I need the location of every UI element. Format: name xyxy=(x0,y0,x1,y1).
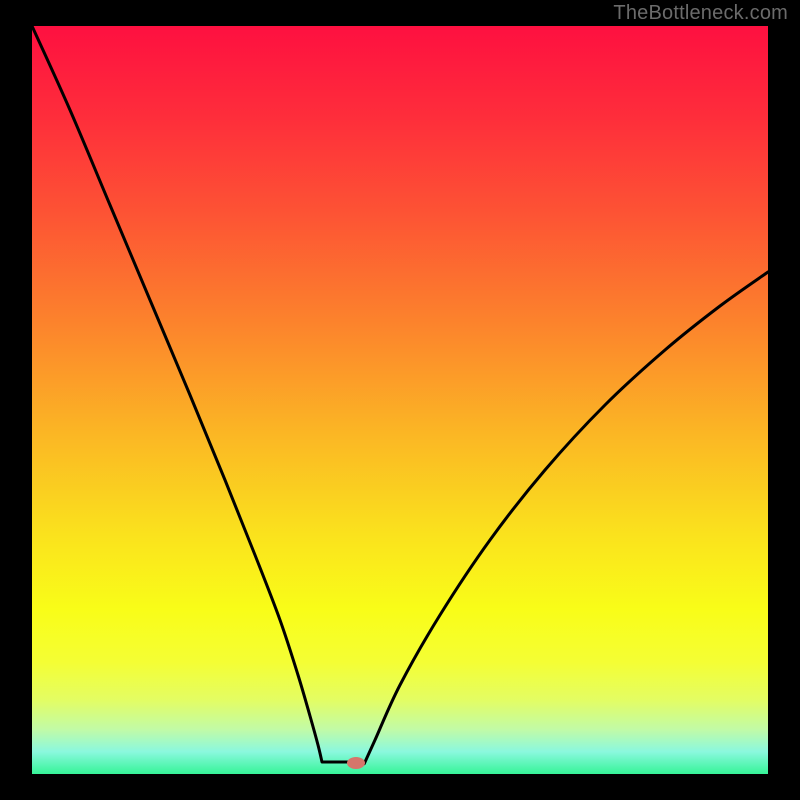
optimal-point-marker xyxy=(347,757,365,769)
bottleneck-chart xyxy=(0,0,800,800)
plot-background xyxy=(32,26,768,774)
chart-stage: TheBottleneck.com xyxy=(0,0,800,800)
watermark-label: TheBottleneck.com xyxy=(613,2,788,25)
